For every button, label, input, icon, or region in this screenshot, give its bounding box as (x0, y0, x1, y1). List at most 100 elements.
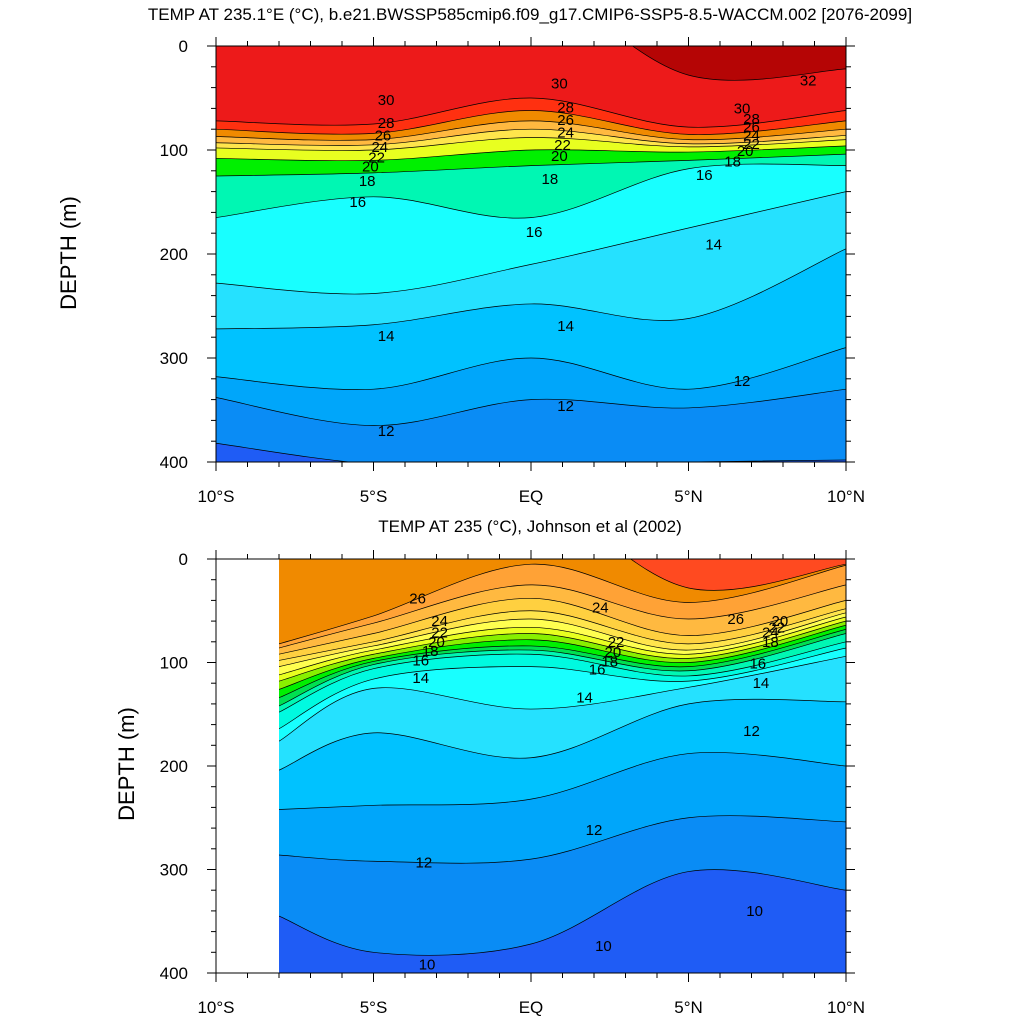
isotherm-16 (279, 641, 846, 713)
chart-title: TEMP AT 235 (°C), Johnson et al (2002) (378, 517, 682, 536)
isotherm-17 (279, 633, 846, 707)
contour-label: 14 (705, 237, 722, 254)
contour-label: 26 (375, 127, 392, 144)
y-tick-label: 300 (160, 349, 188, 368)
contour-label: 22 (743, 136, 760, 153)
isotherm-28 (216, 110, 846, 135)
axes: 0 100 200 300 400 10°S 5°S EQ 5°N 10°N (160, 550, 865, 1017)
panel-observations: TEMP AT 235 (°C), Johnson et al (2002) D… (114, 517, 865, 1017)
plot-area: 2624222018161424222018161426242220181614… (279, 559, 846, 974)
contour-label: 14 (557, 318, 574, 335)
contour-label: 18 (762, 634, 779, 651)
x-tick-label: 10°S (197, 998, 234, 1017)
isotherm-24 (279, 597, 846, 655)
contour-label: 24 (557, 124, 574, 141)
isotherm-25 (279, 584, 846, 649)
contour-label: 24 (371, 139, 388, 156)
y-tick-label: 100 (160, 141, 188, 160)
isotherm-20 (279, 620, 846, 682)
isotherm-14 (279, 655, 846, 742)
isotherm-18 (216, 153, 846, 177)
y-tick-label: 0 (179, 550, 188, 569)
contour-label: 12 (416, 854, 433, 871)
contour-label: 14 (753, 675, 770, 692)
contour-label: 16 (589, 662, 606, 679)
contour-label: 14 (412, 670, 429, 687)
contour-label: 28 (743, 111, 760, 128)
contour-label: 26 (557, 112, 574, 129)
isotherm-24 (216, 128, 846, 146)
isotherm-13 (216, 248, 846, 330)
contour-label: 22 (368, 149, 385, 166)
contour-label: 20 (737, 143, 754, 160)
contour-label: 22 (431, 624, 448, 641)
isotherm-12 (279, 752, 846, 810)
contour-label: 28 (378, 115, 395, 132)
contour-label: 12 (743, 723, 760, 740)
isotherm-14 (216, 191, 846, 295)
x-tick-label: 10°N (827, 487, 865, 506)
contour-label: 18 (601, 653, 618, 670)
contour-label: 12 (734, 373, 751, 390)
contour-label: 30 (551, 75, 568, 92)
contour-label: 16 (412, 652, 429, 669)
isotherm-27 (629, 559, 846, 591)
isotherm-30 (216, 97, 846, 128)
y-tick-label: 200 (160, 757, 188, 776)
contour-band-T27 (630, 559, 846, 591)
axes: 0 100 200 300 400 10°S 5°S EQ 5°N 10°N (160, 37, 865, 506)
isotherm-26 (279, 563, 846, 645)
x-tick-label: EQ (519, 998, 544, 1017)
contour-label: 16 (526, 224, 543, 241)
y-tick-label: 100 (160, 654, 188, 673)
contour-label: 16 (749, 656, 766, 673)
contour-label: 12 (586, 822, 603, 839)
contour-label: 20 (362, 159, 379, 176)
contour-label: 20 (605, 644, 622, 661)
y-tick-label: 400 (160, 964, 188, 983)
contour-label: 32 (800, 72, 817, 89)
isotherm-26 (216, 120, 846, 141)
y-tick-label: 400 (160, 453, 188, 472)
contour-label: 14 (576, 690, 593, 707)
isotherm-13 (279, 698, 846, 771)
contour-label: 20 (772, 613, 789, 630)
y-tick-label: 0 (179, 37, 188, 56)
contour-label: 10 (746, 903, 763, 920)
x-tick-label: 5°N (674, 487, 703, 506)
contour-label: 30 (378, 92, 395, 109)
contour-label: 12 (557, 398, 574, 415)
y-tick-label: 200 (160, 245, 188, 264)
contour-label: 24 (743, 127, 760, 144)
isotherm-21 (279, 616, 846, 676)
contour-label: 24 (592, 600, 609, 617)
contour-label: 20 (551, 148, 568, 165)
contour-label: 26 (409, 590, 426, 607)
y-tick-label: 300 (160, 861, 188, 880)
isotherm-22 (279, 612, 846, 667)
isotherm-11 (279, 815, 846, 864)
isotherm-15 (279, 647, 846, 730)
isotherm-19 (279, 624, 846, 690)
contour-label: 24 (762, 624, 779, 641)
contour-label: 16 (696, 167, 713, 184)
contour-label: 10 (595, 938, 612, 955)
isotherm-23 (279, 608, 846, 661)
contour-label: 12 (378, 423, 395, 440)
contour-label: 22 (768, 619, 785, 636)
contour-label: 22 (608, 634, 625, 651)
contour-label: 30 (734, 100, 751, 117)
contour-label: 16 (349, 194, 366, 211)
panel-model: TEMP AT 235.1°E (°C), b.e21.BWSSP585cmip… (56, 5, 912, 506)
contour-label: 14 (378, 328, 395, 345)
contour-label: 18 (542, 171, 559, 188)
isotherm-16 (216, 163, 846, 219)
isotherm-11 (216, 388, 846, 426)
isotherm-12 (216, 347, 846, 390)
chart-title: TEMP AT 235.1°E (°C), b.e21.BWSSP585cmip… (148, 5, 912, 24)
isotherm-22 (216, 137, 846, 151)
contour-label: 20 (428, 634, 445, 651)
contour-label: 18 (422, 643, 439, 660)
isotherm-32 (631, 46, 846, 81)
